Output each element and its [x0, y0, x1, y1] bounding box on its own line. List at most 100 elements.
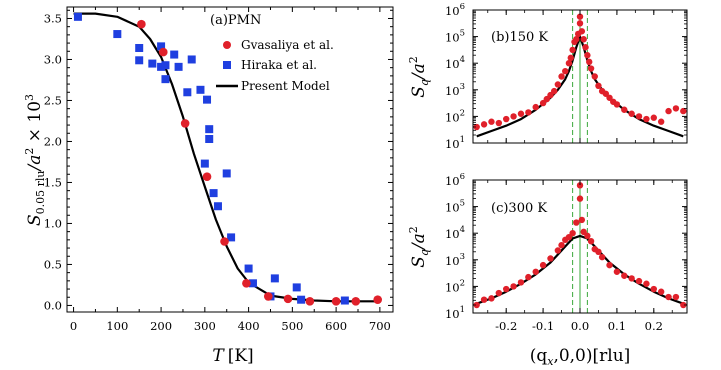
data-point	[503, 285, 510, 293]
hiraka-point	[161, 75, 170, 84]
legend-hiraka-marker	[223, 61, 231, 69]
x-tick-label: 0.0	[571, 319, 589, 333]
data-point	[680, 301, 687, 309]
data-point	[657, 288, 665, 295]
data-point	[665, 293, 672, 301]
data-point	[558, 73, 565, 80]
data-point	[488, 295, 495, 302]
data-point	[621, 106, 628, 113]
x-tick-label: 300	[194, 319, 216, 333]
data-point	[573, 36, 580, 43]
hiraka-point	[200, 159, 209, 168]
y-tick-label: 106	[445, 2, 465, 18]
hiraka-point	[161, 61, 170, 70]
data-point	[576, 182, 584, 189]
y-tick-label: 102	[445, 108, 465, 124]
data-point	[621, 272, 628, 279]
panel-a-frame	[66, 6, 394, 313]
data-point	[578, 28, 586, 35]
x-tick-label: 400	[238, 319, 260, 333]
x-tick-label: 500	[281, 319, 303, 333]
gvasaliya-point	[351, 297, 361, 306]
hiraka-point	[73, 12, 82, 21]
y-tick-label: 1.0	[44, 216, 62, 230]
data-point	[558, 241, 565, 249]
y-tick-label: 102	[445, 278, 465, 294]
data-point	[510, 113, 517, 120]
panel-c-ticks: 101 102 103 104 105 106 -0.2 -0.1 0.0 0.1 0.2	[445, 172, 687, 333]
y-tick-exponent: 1	[460, 305, 465, 315]
x-tick-label: 0.1	[608, 319, 626, 333]
data-point	[576, 20, 584, 27]
x-tick-label: 200	[150, 319, 172, 333]
legend-model-label: Present Model	[241, 79, 330, 93]
y-tick-label: 1.5	[44, 175, 62, 189]
hiraka-point	[196, 85, 205, 94]
gvasaliya-point	[283, 294, 293, 304]
data-point	[569, 46, 576, 54]
gvasaliya-point	[137, 19, 146, 29]
gvasaliya-point	[373, 295, 382, 305]
x-tick-label: -0.1	[532, 319, 554, 333]
y-tick-exponent: 6	[460, 172, 465, 182]
x-tick-label: 100	[106, 319, 128, 333]
hiraka-point	[174, 62, 183, 71]
data-point	[672, 293, 680, 301]
panel-a: 0 100 200 300 400 500 600 700 0.0 0.5 1.0 1.5 2.0 2.5…	[23, 6, 394, 366]
panel-c-annotation: (c)300 K	[491, 201, 547, 216]
hiraka-point	[297, 295, 306, 304]
panel-b-annotation: (b)150 K	[491, 30, 548, 45]
y-tick-label: 0.5	[44, 257, 62, 271]
y-tick-exponent: 2	[460, 278, 465, 288]
hiraka-point	[340, 296, 349, 305]
data-point	[562, 67, 569, 75]
data-point	[680, 107, 687, 115]
data-point	[547, 255, 554, 262]
data-point	[567, 54, 574, 62]
hiraka-point	[205, 125, 214, 134]
data-point	[591, 73, 598, 80]
data-point	[565, 60, 573, 67]
y-tick-label: 104	[445, 55, 465, 71]
data-point	[495, 119, 503, 127]
data-point	[595, 248, 602, 256]
y-tick-exponent: 4	[460, 55, 465, 65]
model-curve	[73, 12, 380, 303]
data-point	[650, 285, 657, 293]
gvasaliya-point	[331, 297, 341, 306]
data-point	[657, 118, 665, 125]
legend-gvasaliya-marker	[223, 41, 231, 49]
data-point	[635, 277, 643, 285]
panel-a-legend: Gvasaliya et al. Hiraka et al. Present M…	[216, 38, 334, 93]
x-tick-label: 600	[325, 319, 347, 333]
y-tick-exponent: 5	[460, 199, 465, 209]
data-point	[573, 219, 580, 226]
gvasaliya-point	[242, 279, 251, 288]
data-point	[554, 81, 562, 88]
data-point	[635, 113, 643, 120]
data-point	[595, 82, 602, 90]
data-point	[480, 121, 488, 128]
data-point	[539, 261, 547, 269]
y-tick-label: 103	[445, 252, 465, 268]
panel-a-ylabel: S0.05 rlu/a2 × 103	[23, 94, 47, 226]
panel-a-marks	[73, 12, 382, 306]
x-tick-label: 700	[369, 319, 391, 333]
y-tick-exponent: 2	[460, 108, 465, 118]
data-point	[473, 301, 480, 309]
data-point	[587, 237, 595, 245]
y-tick-label: 103	[445, 82, 465, 98]
y-tick-label: 3.0	[44, 52, 62, 66]
panel-c-frame	[472, 179, 688, 314]
data-point	[580, 36, 587, 43]
data-point	[598, 253, 606, 261]
data-point	[569, 230, 576, 237]
hiraka-point	[135, 43, 144, 52]
panel-c-ylabel: Sq/a2	[407, 226, 431, 268]
data-point	[532, 268, 539, 275]
data-point	[584, 52, 591, 59]
data-point	[650, 114, 657, 121]
data-point	[554, 247, 562, 254]
data-point	[495, 289, 503, 297]
panel-b: 101 102 103 104 105 106 (b)150 K Sq/a2	[407, 2, 688, 151]
